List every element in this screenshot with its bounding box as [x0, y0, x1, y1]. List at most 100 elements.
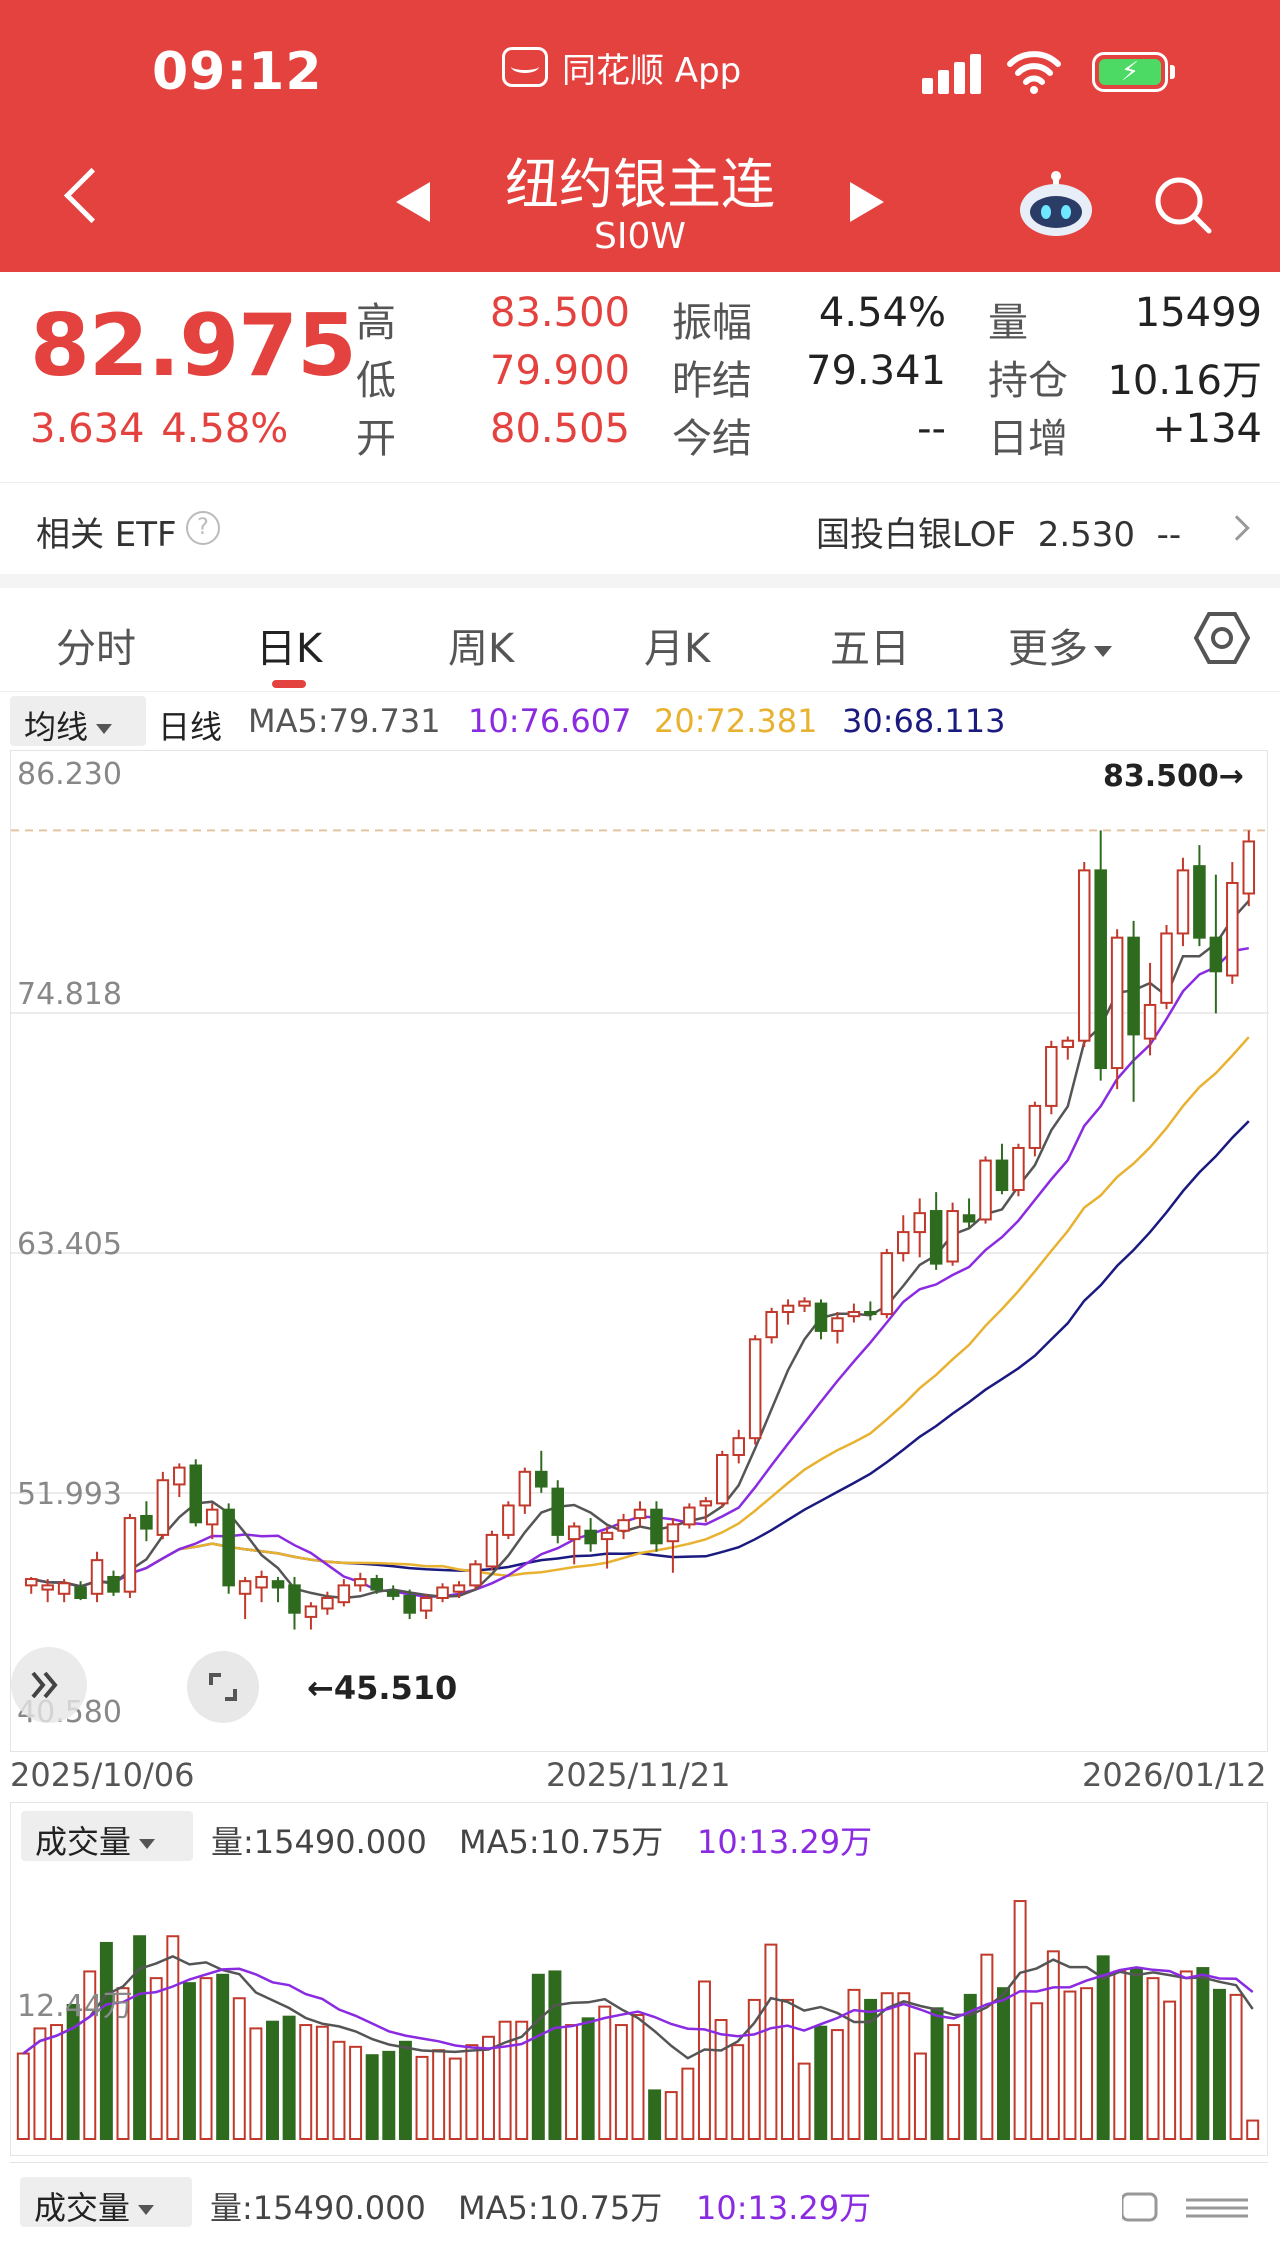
volume-bar [980, 1953, 994, 2140]
candle [452, 1581, 466, 1598]
volume-bar [913, 2052, 927, 2140]
candle [699, 1497, 713, 1523]
high-marker-label: 83.500→ [1103, 759, 1244, 794]
label-low: 低 [356, 358, 396, 404]
chevron-right-icon [1224, 515, 1250, 541]
candle [781, 1299, 795, 1325]
volume-bar [548, 1970, 562, 2140]
help-icon[interactable]: ? [186, 511, 220, 545]
ma5-value: MA5:79.731 [248, 702, 441, 740]
tab-weekly-k[interactable]: 周K [448, 626, 515, 672]
candle [205, 1503, 219, 1540]
volume-bar [764, 1943, 778, 2140]
candle [419, 1593, 433, 1620]
candle [584, 1518, 597, 1552]
secondary-indicator-select[interactable]: 成交量 [20, 2177, 192, 2227]
volume-bar [266, 2020, 279, 2140]
volume-bar [1046, 1950, 1060, 2140]
label-open: 开 [356, 416, 396, 462]
candle [238, 1576, 252, 1620]
volume-bar [216, 1973, 230, 2140]
collapse-panel-icon[interactable] [11, 1647, 87, 1723]
app-header: 09:12 同花顺 App ⚡ 纽约银主连 SI0W [0, 0, 1280, 272]
tab-monthly-k[interactable]: 月K [644, 626, 711, 672]
candle [650, 1501, 663, 1552]
fullscreen-icon[interactable] [187, 1651, 259, 1723]
tab-daily-k[interactable]: 日K [256, 626, 323, 672]
ma20-value: 20:72.381 [654, 702, 818, 740]
contract-code: SI0W [594, 216, 686, 257]
volume-bar [714, 2019, 728, 2140]
status-app-indicator: 同花顺 App [502, 44, 741, 91]
settings-icon[interactable] [1194, 610, 1250, 666]
indicator-select[interactable]: 均线 [10, 696, 146, 746]
next-contract-button[interactable] [850, 182, 884, 222]
y-tick-label: 63.405 [17, 1227, 122, 1262]
candle [1160, 925, 1173, 1010]
candle [1012, 1143, 1025, 1197]
y-tick-label: 74.818 [17, 977, 122, 1012]
caret-down-icon [138, 2205, 155, 2215]
change-value: 3.634 [30, 406, 145, 452]
volume-ma5-line [22, 1955, 1254, 2060]
volume-bar [797, 2062, 811, 2141]
candle [386, 1585, 400, 1601]
secondary-indicator-legend: 成交量 量:15490.000 MA5:10.75万 10:13.29万 [10, 2162, 1268, 2262]
volume-bar [299, 2024, 313, 2140]
candlestick-chart[interactable]: 86.230 74.818 63.405 51.993 40.580 83.50… [10, 750, 1269, 1752]
volume-bar [581, 2017, 595, 2140]
candle [716, 1450, 729, 1508]
caret-down-icon [96, 724, 113, 734]
volume-bar [1013, 1900, 1027, 2141]
tab-intraday[interactable]: 分时 [56, 626, 136, 672]
candle [321, 1591, 334, 1615]
volume-indicator-select[interactable]: 成交量 [21, 1811, 193, 1861]
tab-more[interactable]: 更多 [1008, 616, 1112, 674]
volume-bar [697, 1980, 711, 2140]
volume-bar [16, 2052, 30, 2140]
volume-bar [664, 2091, 678, 2141]
related-etf-row[interactable]: 相关 ETF ? 国投白银LOF 2.530 -- [0, 482, 1280, 574]
volume-bar [182, 1982, 196, 2140]
tab-more-label: 更多 [1008, 626, 1088, 672]
volume-chart[interactable]: 成交量 量:15490.000 MA5:10.75万 10:13.29万 12.… [10, 1802, 1268, 2156]
candle [74, 1581, 87, 1601]
volume-bar [365, 2054, 379, 2140]
candle [896, 1215, 910, 1262]
candle [633, 1501, 647, 1527]
candle [535, 1450, 548, 1493]
candle [913, 1198, 926, 1258]
label-volume: 量 [988, 300, 1028, 346]
app-icon [502, 47, 548, 87]
volume-bar [947, 2024, 961, 2140]
volume-bar [531, 1973, 545, 2140]
volume-bar [997, 1987, 1010, 2140]
volume-bar [598, 2005, 612, 2140]
volume-qty: 量:15490.000 [211, 1823, 427, 1861]
period-tabs: 分时 日K 周K 月K 五日 更多 [0, 588, 1280, 692]
assistant-robot-icon[interactable] [1016, 168, 1096, 238]
list-menu-icon[interactable] [1122, 2192, 1252, 2222]
volume-bar [50, 2024, 64, 2140]
candle [1242, 830, 1256, 907]
candle [222, 1503, 235, 1594]
candle [518, 1467, 532, 1514]
period-label: 日线 [158, 708, 223, 746]
candle [436, 1583, 449, 1603]
volume-ma5: MA5:10.75万 [459, 1823, 664, 1861]
previous-contract-button[interactable] [396, 182, 430, 222]
search-icon[interactable] [1152, 174, 1214, 236]
volume-bar [830, 2029, 844, 2141]
candle [1061, 1036, 1075, 1060]
candle [831, 1311, 844, 1344]
etf-quote: 国投白银LOF 2.530 -- [816, 507, 1181, 556]
volume-bar [814, 2025, 828, 2141]
volume-bar [648, 2089, 662, 2140]
volume-bar [1163, 2000, 1177, 2140]
candle [1209, 874, 1223, 1014]
value-high: 83.500 [490, 290, 630, 336]
candle [370, 1574, 384, 1594]
tab-five-day[interactable]: 五日 [830, 626, 910, 672]
back-button[interactable] [60, 168, 104, 228]
value-daily-increase: +134 [1152, 406, 1262, 452]
